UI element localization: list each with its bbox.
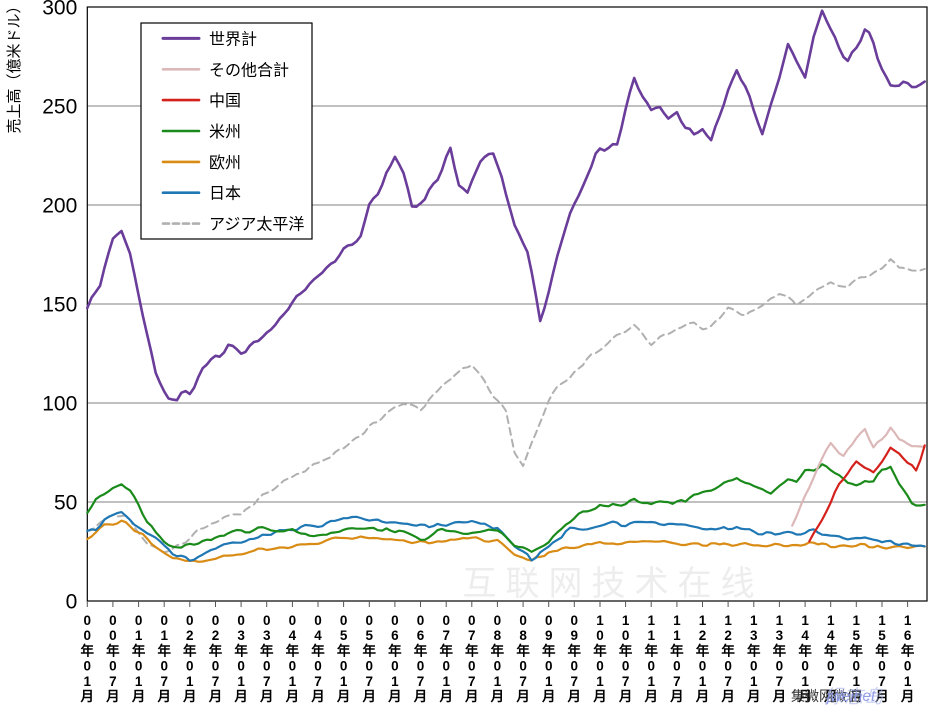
svg-text:300: 300 [42,0,77,20]
svg-text:欧州: 欧州 [209,154,241,172]
svg-text:200: 200 [42,195,77,218]
svg-text:jweinet: jweinet [825,688,876,705]
svg-text:150: 150 [42,294,77,317]
svg-text:250: 250 [42,96,77,119]
svg-text:アジア太平洋: アジア太平洋 [209,216,304,234]
svg-text:100: 100 [42,393,77,416]
svg-text:米州: 米州 [209,123,241,141]
svg-text:日本: 日本 [209,185,241,203]
svg-text:世界計: 世界計 [209,30,257,48]
svg-text:0: 0 [66,591,78,614]
svg-text:その他合計: その他合計 [209,61,289,79]
svg-text:売上高（億米ドル）: 売上高（億米ドル） [6,0,23,134]
svg-text:50: 50 [54,492,77,515]
svg-text:互联网技术在线: 互联网技术在线 [463,565,764,603]
svg-text:中国: 中国 [209,92,241,110]
